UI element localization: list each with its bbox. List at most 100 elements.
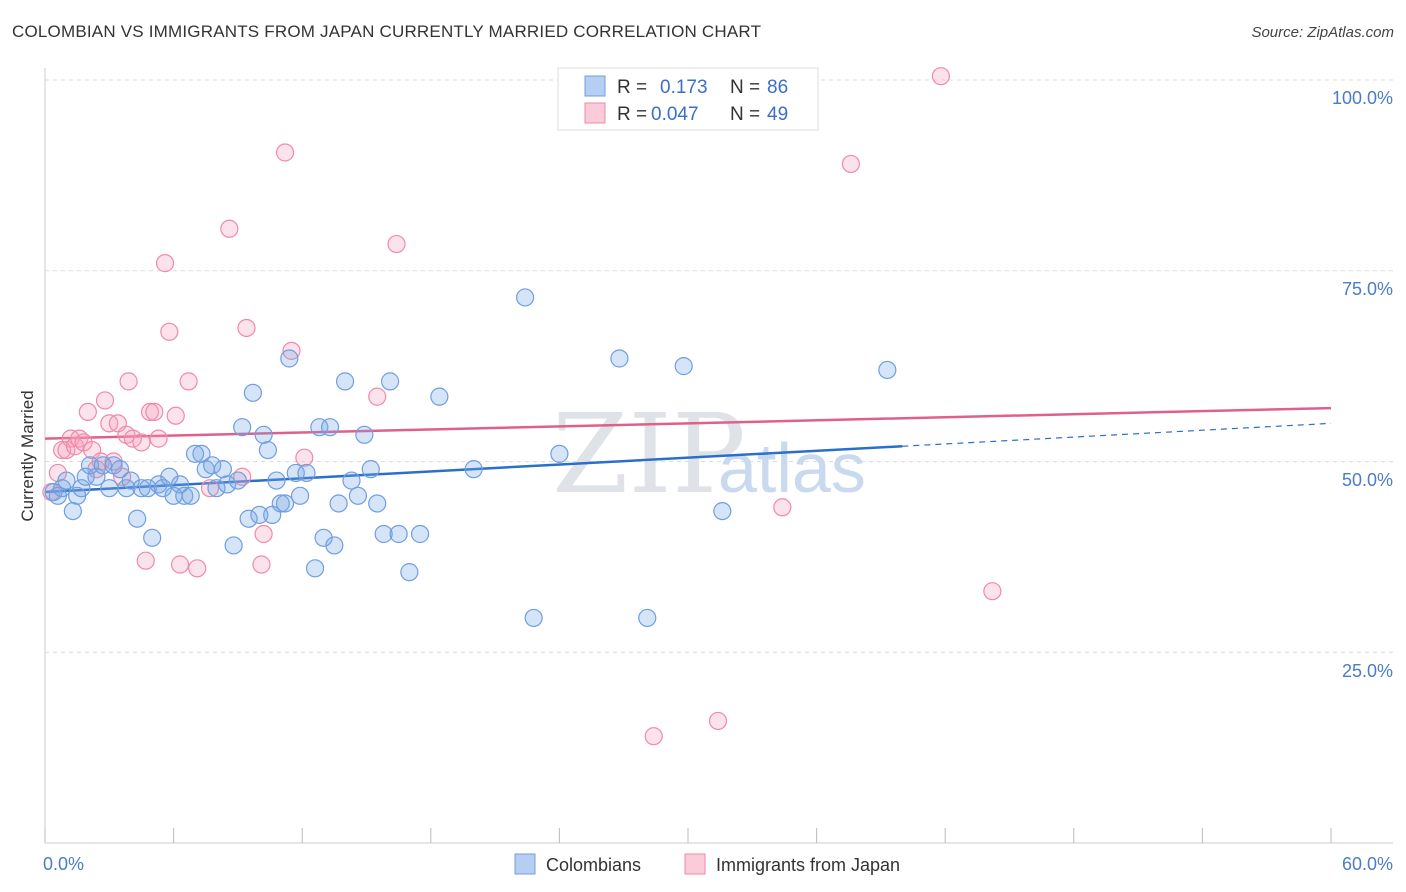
point-japan <box>136 551 155 570</box>
bottom-legend: Colombians Immigrants from Japan <box>514 853 900 875</box>
point-colombians <box>271 494 290 513</box>
legend-r-value-2: 0.047 <box>651 104 699 125</box>
point-japan <box>275 143 295 162</box>
point-japan <box>78 402 97 422</box>
point-colombians <box>329 494 348 513</box>
point-colombians <box>175 486 194 505</box>
point-colombians <box>320 418 340 437</box>
point-colombians <box>250 505 269 525</box>
point-japan <box>160 322 179 341</box>
top-legend: R = 0.173 N = 86 R = 0.047 N = 49 <box>557 67 819 131</box>
point-colombians <box>610 349 629 368</box>
point-colombians <box>243 383 263 402</box>
bottom-legend-colombians: Colombians <box>546 855 641 875</box>
point-japan <box>387 234 406 254</box>
point-colombians <box>76 467 95 486</box>
point-colombians <box>638 608 657 628</box>
point-japan <box>252 555 271 574</box>
point-japan <box>179 372 198 391</box>
legend-swatch-blue <box>584 75 606 97</box>
point-japan <box>149 429 168 448</box>
point-japan <box>155 254 175 273</box>
point-colombians <box>878 360 897 380</box>
point-colombians <box>224 536 243 555</box>
trend-lines <box>44 406 1332 494</box>
point-colombians <box>203 456 222 475</box>
point-japan <box>931 67 951 86</box>
point-colombians <box>233 418 252 437</box>
point-colombians <box>258 440 278 460</box>
point-colombians <box>213 460 232 479</box>
point-colombians <box>228 471 247 490</box>
watermark-zip: ZIP <box>552 390 746 518</box>
legend-n-value-2: 49 <box>767 104 788 125</box>
point-colombians <box>297 463 316 483</box>
point-colombians <box>181 486 200 505</box>
point-colombians <box>342 471 361 490</box>
bottom-legend-swatch-blue <box>514 853 536 875</box>
point-japan <box>57 440 76 460</box>
bottom-legend-swatch-pink <box>684 853 706 875</box>
chart-title: COLOMBIAN VS IMMIGRANTS FROM JAPAN CURRE… <box>12 22 762 41</box>
point-colombians <box>128 509 147 528</box>
point-japan <box>132 433 151 452</box>
point-colombians <box>524 608 543 628</box>
point-japan <box>166 406 185 425</box>
point-japan <box>119 372 138 391</box>
point-colombians <box>355 425 374 444</box>
point-colombians <box>63 501 82 521</box>
y-tick-25: 25.0% <box>1342 661 1393 681</box>
point-colombians <box>72 479 91 498</box>
point-colombians <box>80 456 100 475</box>
point-japan <box>773 498 792 517</box>
data-points <box>42 67 1002 746</box>
point-colombians <box>239 509 258 528</box>
point-colombians <box>87 467 106 486</box>
point-colombians <box>464 460 483 479</box>
point-colombians <box>380 372 400 391</box>
point-colombians <box>290 486 310 505</box>
point-colombians <box>368 494 387 513</box>
watermark: ZIP atlas <box>552 390 866 518</box>
trend-line-colombians-extrapolated <box>902 422 1332 447</box>
point-japan <box>170 555 190 574</box>
legend-n-label-1: N = <box>730 77 760 98</box>
point-japan <box>368 387 387 406</box>
legend-r-label-2: R = <box>617 104 647 125</box>
point-japan <box>123 429 142 448</box>
point-japan <box>200 479 220 498</box>
point-colombians <box>185 444 205 463</box>
y-tick-75: 75.0% <box>1342 279 1393 299</box>
point-colombians <box>143 528 162 547</box>
point-colombians <box>713 501 732 521</box>
point-colombians <box>110 460 130 479</box>
legend-n-value-1: 86 <box>767 77 788 98</box>
point-japan <box>104 452 123 471</box>
trend-line-japan <box>44 406 1332 440</box>
point-japan <box>220 219 239 238</box>
trend-line-colombians <box>44 444 903 494</box>
point-colombians <box>361 460 380 479</box>
source-label: Source: ZipAtlas.com <box>1251 24 1394 41</box>
point-japan <box>237 318 256 338</box>
watermark-atlas: atlas <box>718 429 866 507</box>
axes <box>44 68 1393 844</box>
point-japan <box>295 448 314 467</box>
point-japan <box>644 727 663 746</box>
point-japan <box>841 154 860 174</box>
y-tick-50: 50.0% <box>1342 470 1393 490</box>
point-colombians <box>93 456 112 475</box>
x-tick-min: 0.0% <box>43 854 84 874</box>
legend-swatch-pink <box>584 102 606 124</box>
point-colombians <box>254 425 273 444</box>
grid-lines <box>45 79 1393 653</box>
point-colombians <box>57 471 76 490</box>
y-axis-title: Currently Married <box>18 390 37 521</box>
point-colombians <box>286 463 305 483</box>
point-colombians <box>100 479 119 498</box>
legend-r-label-1: R = <box>617 77 647 98</box>
point-colombians <box>410 524 430 544</box>
point-colombians <box>280 349 299 368</box>
point-colombians <box>305 559 325 578</box>
